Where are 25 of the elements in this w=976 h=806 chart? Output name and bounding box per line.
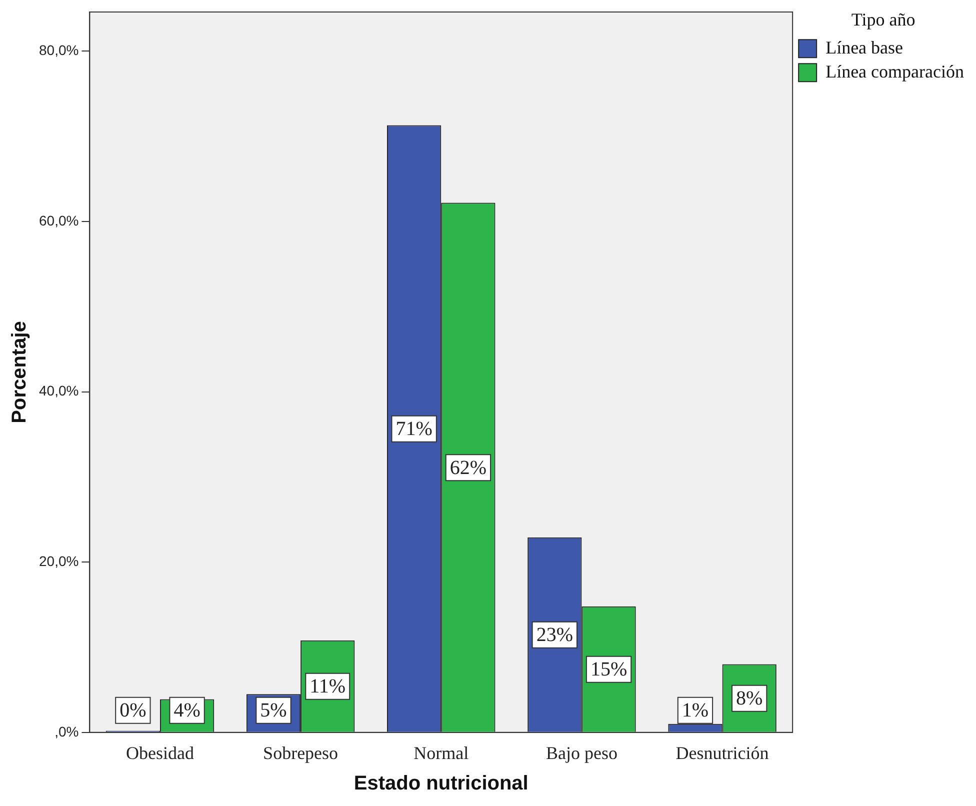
data-label: 4% (174, 700, 200, 722)
legend-title: Tipo año (851, 10, 916, 30)
data-label: 8% (736, 688, 763, 710)
data-label: 1% (682, 700, 709, 722)
x-tick-label: Sobrepeso (263, 742, 338, 763)
data-label: 5% (260, 700, 287, 722)
data-label: 15% (590, 658, 628, 681)
legend-label: Línea comparación (826, 61, 964, 82)
y-tick-label: 40,0% (38, 382, 79, 399)
data-label: 23% (536, 624, 573, 646)
y-tick-label: 60,0% (38, 212, 79, 228)
data-label: 62% (450, 456, 487, 479)
x-tick-label: Desnutrición (676, 742, 769, 763)
x-axis-title: Estado nutricional (354, 772, 528, 795)
x-tick-label: Normal (414, 742, 469, 763)
x-tick-label: Obesidad (126, 742, 194, 763)
data-label: 71% (396, 418, 432, 440)
y-tick-label: ,0% (54, 723, 79, 740)
y-tick-label: 80,0% (38, 42, 79, 58)
y-tick-label: 20,0% (38, 552, 79, 569)
y-axis-title: Porcentaje (8, 321, 31, 424)
x-tick-label: Bajo peso (546, 742, 618, 763)
data-label: 0% (120, 700, 146, 722)
legend-label: Línea base (826, 37, 904, 58)
data-label: 11% (310, 676, 346, 698)
